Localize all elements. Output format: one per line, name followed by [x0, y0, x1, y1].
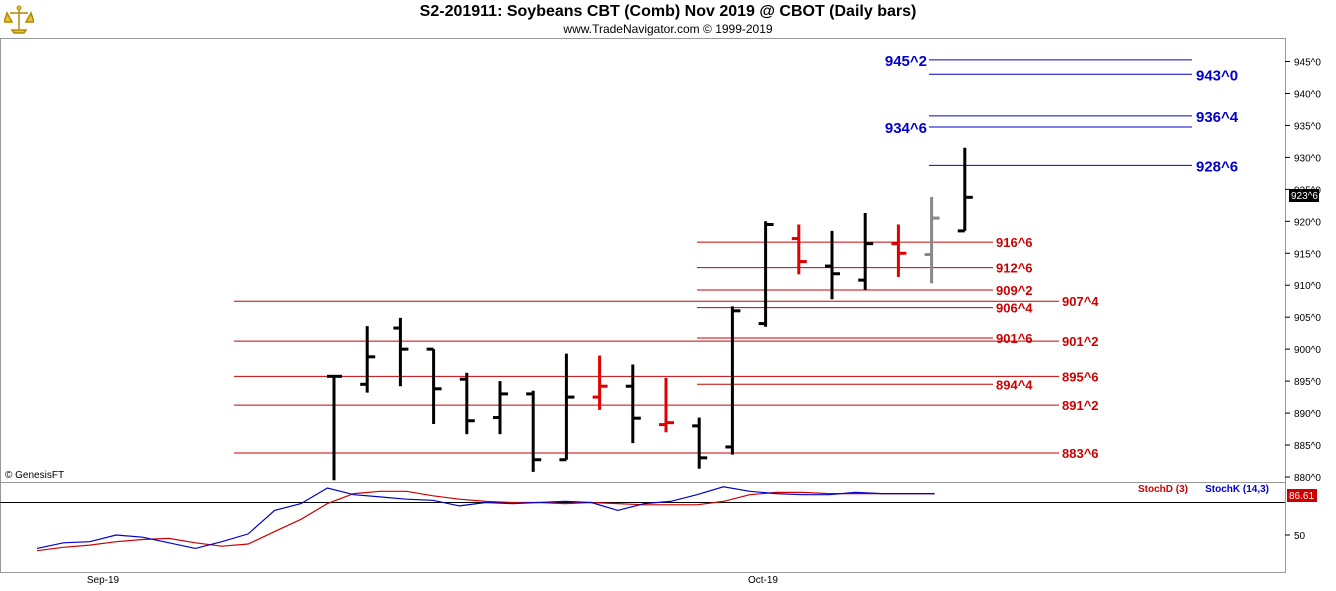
- red-level-label: 891^2: [1062, 398, 1099, 413]
- stoch-k-legend: StochK (14,3): [1205, 484, 1269, 495]
- y-tick-label: 910^0: [1294, 281, 1321, 292]
- red-level-label: 883^6: [1062, 446, 1099, 461]
- x-tick-sep: Sep-19: [87, 575, 120, 586]
- y-tick-label: 890^0: [1294, 409, 1321, 420]
- red-level-label: 895^6: [1062, 369, 1099, 384]
- y-tick-label: 920^0: [1294, 217, 1321, 228]
- chart-header: S2-201911: Soybeans CBT (Comb) Nov 2019 …: [0, 0, 1336, 38]
- x-tick-oct: Oct-19: [748, 575, 778, 586]
- level-lines: 945^2 943^0 936^4 934^6 928^6 916^6 912^6 909^2…: [234, 53, 1239, 461]
- stoch-y-tick-50: 50: [1294, 531, 1306, 542]
- red-level-label: 907^4: [1062, 294, 1099, 309]
- stoch-panel-frame: [0, 482, 1286, 573]
- price-axis: 880^0 885^0 890^0 895^0 900^0 905^0 910^0 915^0…: [1285, 58, 1321, 484]
- y-tick-label: 905^0: [1294, 313, 1321, 324]
- stoch-d-legend: StochD (3): [1138, 484, 1188, 495]
- price-panel-frame: [0, 38, 1286, 483]
- last-price-marker: [1289, 189, 1319, 202]
- trade-navigator-logo-icon: [4, 5, 34, 34]
- blue-level-label: 945^2: [885, 53, 927, 70]
- red-level-label: 901^6: [996, 331, 1033, 346]
- chart-title: S2-201911: Soybeans CBT (Comb) Nov 2019 …: [419, 3, 917, 20]
- stoch-last-label: 86.61: [1289, 491, 1314, 502]
- y-tick-label: 940^0: [1294, 89, 1321, 100]
- y-tick-label: 930^0: [1294, 153, 1321, 164]
- stoch-d-line: [36, 490, 935, 552]
- y-tick-label: 895^0: [1294, 377, 1321, 388]
- red-level-label: 916^6: [996, 235, 1033, 250]
- price-bars: [327, 147, 973, 481]
- y-tick-label: 880^0: [1294, 473, 1321, 484]
- y-tick-label: 885^0: [1294, 441, 1321, 452]
- red-level-label: 901^2: [1062, 334, 1099, 349]
- blue-level-label: 928^6: [1196, 158, 1238, 175]
- stochastic-lines: [36, 486, 935, 552]
- chart-subtitle: www.TradeNavigator.com © 1999-2019: [563, 22, 773, 36]
- red-level-label: 894^4: [996, 377, 1033, 392]
- red-level-label: 906^4: [996, 301, 1033, 316]
- red-level-label: 909^2: [996, 283, 1033, 298]
- y-tick-label: 935^0: [1294, 121, 1321, 132]
- blue-level-label: 936^4: [1196, 109, 1239, 126]
- blue-level-label: 943^0: [1196, 67, 1238, 84]
- last-price-label: 923^6: [1291, 191, 1318, 202]
- copyright-label: © GenesisFT: [5, 470, 64, 481]
- red-level-label: 912^6: [996, 261, 1033, 276]
- stoch-k-line: [36, 486, 935, 550]
- blue-level-label: 934^6: [885, 120, 927, 137]
- stoch-last-marker: [1287, 489, 1317, 502]
- y-tick-label: 915^0: [1294, 249, 1321, 260]
- y-tick-label: 900^0: [1294, 345, 1321, 356]
- date-axis: Sep-19 Oct-19: [87, 575, 779, 586]
- y-tick-label: 945^0: [1294, 58, 1321, 69]
